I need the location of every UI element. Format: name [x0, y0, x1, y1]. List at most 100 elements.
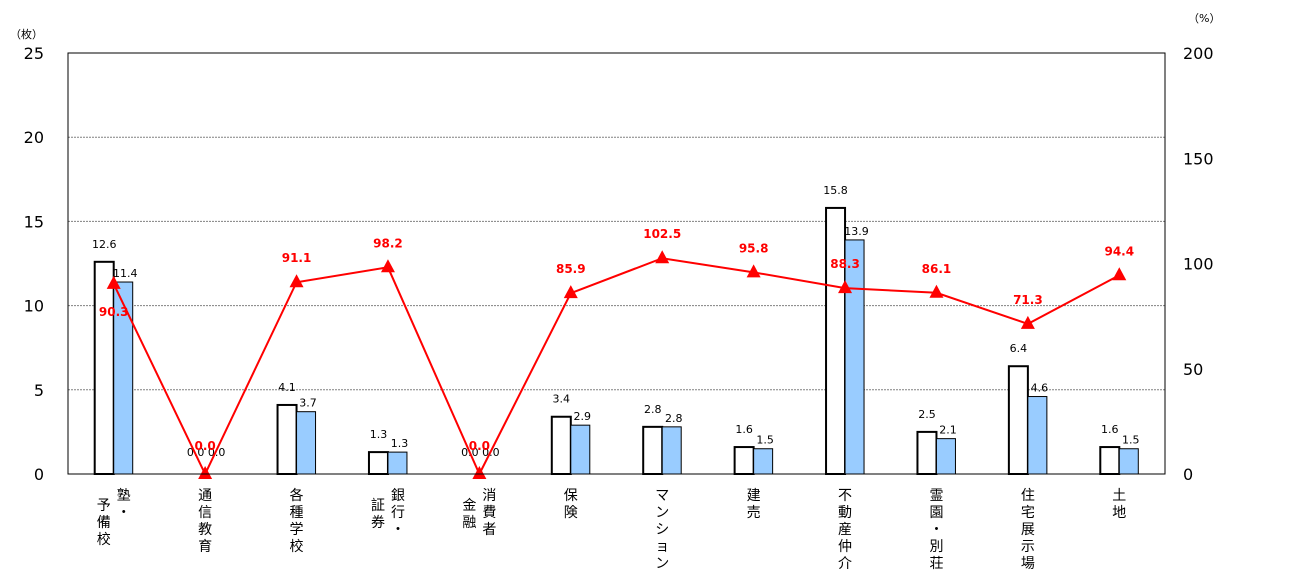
category-char: 塾 [117, 488, 131, 504]
category-char: 券 [371, 515, 385, 531]
ratio-marker [380, 259, 395, 273]
bar-value-label: 0.0 [208, 446, 226, 459]
ratio-marker [1112, 267, 1127, 281]
category-label: 各種学校 [290, 488, 304, 555]
category-char: シ [655, 522, 669, 538]
category-char: 金 [462, 498, 476, 514]
ratio-marker [838, 280, 853, 294]
category-label: 予備校 [97, 498, 111, 548]
bar [1007, 365, 1029, 475]
bar-value-label: 4.1 [278, 381, 296, 394]
left-tick-label: 15 [24, 212, 44, 231]
category-char: 荘 [929, 556, 943, 572]
bar-value-label: 2.8 [644, 403, 662, 416]
ratio-value-label: 94.4 [1104, 244, 1134, 258]
ratio-marker [106, 275, 121, 289]
left-axis: 0 5 10 15 20 25 [24, 44, 44, 484]
bar [1099, 446, 1121, 475]
category-char: 信 [198, 505, 212, 521]
category-char: ・ [929, 522, 943, 538]
category-label: 住宅展示場 [1021, 488, 1035, 572]
bar [753, 448, 774, 475]
category-char: ン [655, 556, 669, 572]
category-char: 建 [747, 488, 761, 504]
category-labels: 塾・予備校通信教育各種学校銀行・証券消費者金融保険マンション建売不動産仲介霊園・… [97, 488, 1127, 572]
ratio-value-label: 71.3 [1013, 293, 1043, 307]
category-char: 仲 [838, 539, 852, 555]
category-char: 者 [482, 522, 496, 538]
bar [1027, 396, 1048, 475]
left-tick-label: 20 [24, 128, 44, 147]
right-tick-label: 50 [1183, 360, 1203, 379]
right-tick-label: 200 [1183, 44, 1214, 63]
category-char: 園 [929, 505, 943, 521]
category-char: 証 [371, 498, 385, 514]
left-tick-label: 0 [34, 465, 44, 484]
right-tick-label: 100 [1183, 255, 1214, 274]
category-char: 売 [747, 505, 761, 521]
category-char: 産 [838, 522, 852, 538]
left-axis-unit: （枚） [10, 27, 43, 41]
bar-value-label: 1.6 [735, 423, 753, 436]
ratio-value-label: 0.0 [469, 439, 490, 453]
bar-value-label: 4.6 [1031, 382, 1049, 395]
bar-value-label: 3.4 [553, 393, 571, 406]
category-char: 険 [564, 505, 578, 521]
category-label: 通信教育 [198, 488, 212, 555]
category-char: 通 [198, 488, 212, 504]
category-char: 別 [929, 539, 943, 555]
bar [550, 415, 572, 475]
bar-value-label: 11.4 [113, 267, 138, 280]
category-char: ・ [391, 522, 405, 538]
right-axis-unit: （%） [1188, 12, 1220, 25]
bar [570, 424, 591, 475]
category-char: 育 [198, 539, 212, 555]
bar [296, 411, 317, 475]
category-char: 校 [290, 538, 304, 555]
bar [661, 426, 682, 475]
category-label: 建売 [747, 488, 761, 521]
category-label: 証券 [371, 498, 385, 531]
bar-value-label: 15.8 [823, 184, 848, 197]
bar-value-label: 13.9 [844, 225, 869, 238]
bar-value-label: 1.3 [370, 428, 388, 441]
category-char: 展 [1021, 522, 1035, 538]
bar [642, 425, 664, 475]
category-char: ョ [655, 539, 669, 555]
category-char: 土 [1112, 488, 1126, 504]
category-char: 融 [462, 515, 476, 531]
bar-labels: 12.611.40.0 0.04.13.71.31.30.0 0.03.42.92.… [92, 184, 1140, 459]
category-label: マンション [655, 488, 669, 572]
category-label: 保険 [564, 488, 578, 521]
ratio-value-label: 88.3 [830, 257, 860, 271]
bar-value-label: 2.8 [665, 412, 683, 425]
left-tick-label: 10 [24, 297, 44, 316]
ratio-marker [289, 274, 304, 288]
bar-value-label: 2.9 [574, 410, 592, 423]
right-tick-label: 150 [1183, 149, 1214, 168]
right-axis: 0 50 100 150 200 [1183, 44, 1214, 484]
category-char: 種 [290, 505, 304, 521]
ratio-value-label: 98.2 [373, 236, 403, 250]
category-char: 予 [97, 498, 111, 514]
ratio-value-label: 0.0 [194, 439, 215, 453]
left-tick-label: 5 [34, 381, 44, 400]
ratio-line-path [112, 257, 1120, 477]
category-char: 場 [1021, 556, 1035, 572]
ratio-marker [472, 466, 487, 479]
bar [1118, 448, 1139, 475]
category-char: 宅 [1021, 505, 1035, 521]
bar-value-label: 1.5 [756, 434, 774, 447]
category-char: ン [655, 505, 669, 521]
ratio-marker [929, 284, 944, 298]
bar-value-label: 1.3 [391, 437, 409, 450]
ratio-value-label: 102.5 [643, 227, 681, 241]
bar [916, 430, 938, 475]
bar [367, 451, 389, 476]
category-label: 霊園・別荘 [929, 488, 943, 572]
bar-value-label: 2.5 [918, 408, 936, 421]
category-label: 銀行・ [391, 488, 405, 538]
category-char: 不 [838, 488, 852, 504]
category-char: 費 [482, 505, 496, 521]
bar [935, 438, 956, 475]
